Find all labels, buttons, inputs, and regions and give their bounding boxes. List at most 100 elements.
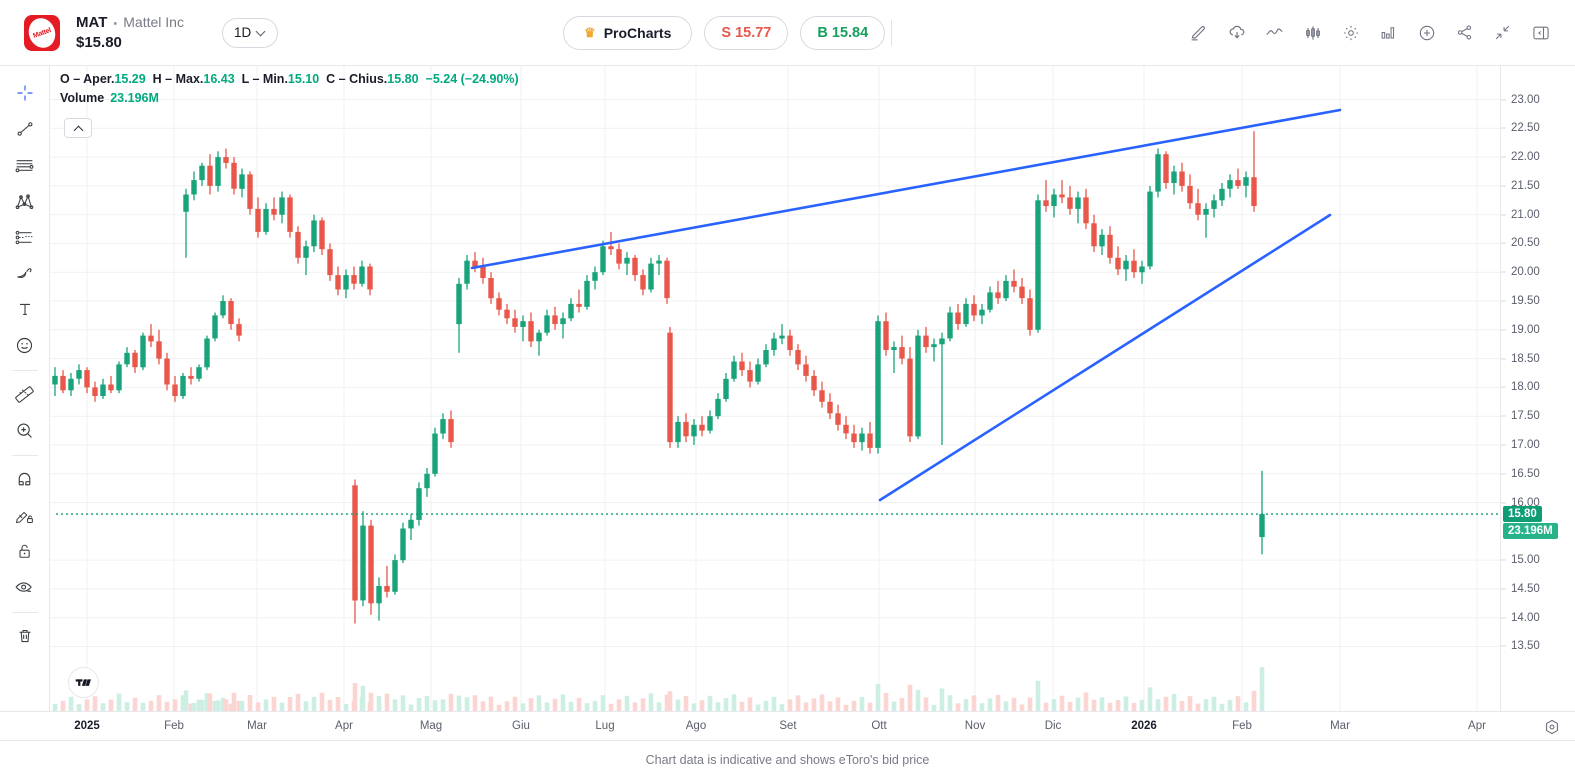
toolbar-divider-3 (11, 612, 38, 613)
hide-drawings-tool[interactable] (8, 570, 42, 604)
close-value: 15.80 (387, 72, 419, 86)
sell-price-button[interactable]: S 15.77 (704, 15, 789, 50)
text-tool[interactable] (8, 292, 42, 326)
toolbar-divider-2 (11, 455, 38, 456)
ohlc-legend: O – Aper.15.29 H – Max.16.43 L – Min.15.… (60, 72, 519, 105)
time-axis-label: Giu (512, 720, 530, 732)
bar-chart-icon[interactable] (1373, 17, 1405, 49)
panel-toggle-icon[interactable] (1525, 17, 1557, 49)
price-axis-tick (1501, 358, 1506, 360)
time-axis-label: Mag (419, 720, 443, 732)
time-axis-label: Set (779, 720, 797, 732)
axis-settings-gear-icon[interactable] (1543, 718, 1563, 738)
chart-canvas[interactable] (50, 66, 1500, 711)
time-axis-label: 2025 (74, 720, 100, 732)
measure-ruler-tool[interactable] (8, 377, 42, 411)
collapse-arrows-icon[interactable] (1487, 17, 1519, 49)
magnet-tool[interactable] (8, 462, 42, 496)
price-axis-label: 13.50 (1511, 640, 1540, 653)
price-axis-tick (1501, 415, 1506, 417)
symbol-ticker: MAT (76, 14, 108, 32)
price-axis-tick (1501, 214, 1506, 216)
time-axis[interactable]: 2025 Feb Mar Apr Mag Giu Lug Ago Set Ott Nov Dic 202… (0, 711, 1575, 741)
toolbar-divider (11, 370, 38, 371)
price-axis-label: 14.50 (1511, 582, 1540, 595)
logo-text: Mattel (24, 13, 60, 52)
low-label: L – Min. (241, 72, 288, 86)
price-axis-tick (1501, 242, 1506, 244)
time-axis-label: Ott (871, 720, 887, 732)
price-axis-label: 15.00 (1511, 554, 1540, 567)
line-chart-icon[interactable] (1259, 17, 1291, 49)
symbol-separator: • (113, 18, 118, 31)
last-price-badge: 15.80 (1503, 506, 1542, 523)
price-axis-label: 16.00 (1511, 496, 1540, 509)
price-axis-label: 21.00 (1511, 208, 1540, 221)
lock-tool[interactable] (8, 534, 42, 568)
price-axis-label: 19.00 (1511, 323, 1540, 336)
time-axis-label: Nov (964, 720, 986, 732)
time-axis-label: Apr (1468, 720, 1486, 732)
fibonacci-tool[interactable] (8, 220, 42, 254)
horizontal-lines-tool[interactable] (8, 148, 42, 182)
price-axis-tick (1501, 127, 1506, 129)
price-axis-tick (1501, 617, 1506, 619)
price-axis-label: 22.00 (1511, 151, 1540, 164)
share-icon[interactable] (1449, 17, 1481, 49)
price-axis-tick (1501, 444, 1506, 446)
timeframe-selector[interactable]: 1D (221, 17, 279, 48)
remove-drawings-tool[interactable] (8, 619, 42, 653)
time-axis-label: Apr (335, 720, 353, 732)
low-value: 15.10 (287, 72, 320, 86)
mattel-logo-icon: Mattel (24, 13, 60, 52)
price-axis-label: 20.00 (1511, 266, 1540, 279)
price-axis-label: 17.50 (1511, 410, 1540, 423)
high-value: 16.43 (203, 72, 235, 86)
time-axis-label: Dic (1044, 720, 1062, 732)
draw-pencil-icon[interactable] (1183, 17, 1215, 49)
gear-icon[interactable] (1335, 17, 1367, 49)
price-axis-label: 19.50 (1511, 295, 1540, 308)
chevron-up-icon (74, 124, 83, 133)
time-axis-label: Feb (164, 720, 184, 732)
price-axis-label: 14.00 (1511, 611, 1540, 624)
buy-price-button[interactable]: B 15.84 (800, 15, 886, 50)
price-axis-tick (1501, 645, 1506, 647)
elliott-wave-tool[interactable] (8, 184, 42, 218)
price-axis-label: 18.00 (1511, 381, 1540, 394)
zoom-in-tool[interactable] (8, 413, 42, 447)
timeframe-label: 1D (233, 25, 252, 40)
price-axis-tick (1501, 473, 1506, 475)
price-axis-tick (1501, 559, 1506, 561)
volume-value: 23.196M (110, 91, 159, 105)
sell-label: S 15.77 (721, 24, 772, 41)
chart-disclaimer: Chart data is indicative and shows eToro… (0, 741, 1575, 778)
header-tools-group (1183, 17, 1563, 49)
drawing-toolbar (0, 66, 50, 778)
emoji-tool[interactable] (8, 328, 42, 362)
crosshair-tool[interactable] (8, 76, 42, 110)
drawing-lock-tool[interactable] (8, 498, 42, 532)
price-axis-tick (1501, 300, 1506, 302)
time-axis-label: Lug (595, 720, 615, 732)
price-axis-label: 17.00 (1511, 438, 1540, 451)
open-label: O – Aper. (60, 72, 115, 86)
price-axis[interactable]: 23.00 22.50 22.00 21.50 21.00 20.50 20.00 19.50… (1500, 66, 1575, 711)
price-axis-tick (1501, 185, 1506, 187)
header-divider (891, 19, 893, 46)
plus-circle-icon[interactable] (1411, 17, 1443, 49)
procharts-button[interactable]: ♛ ProCharts (563, 15, 693, 50)
tradingview-watermark (68, 667, 99, 698)
candlestick-icon[interactable] (1297, 17, 1329, 49)
crown-icon: ♛ (584, 25, 596, 40)
time-axis-label: Mar (247, 720, 267, 732)
buy-label: B 15.84 (817, 24, 869, 41)
brush-tool[interactable] (8, 256, 42, 290)
trend-line-tool[interactable] (8, 112, 42, 146)
price-axis-tick (1501, 271, 1506, 273)
collapse-legend-button[interactable] (64, 118, 92, 138)
cloud-download-icon[interactable] (1221, 17, 1253, 49)
price-axis-label: 20.50 (1511, 237, 1540, 250)
time-axis-label: Ago (685, 720, 707, 732)
chevron-down-icon (257, 28, 266, 37)
